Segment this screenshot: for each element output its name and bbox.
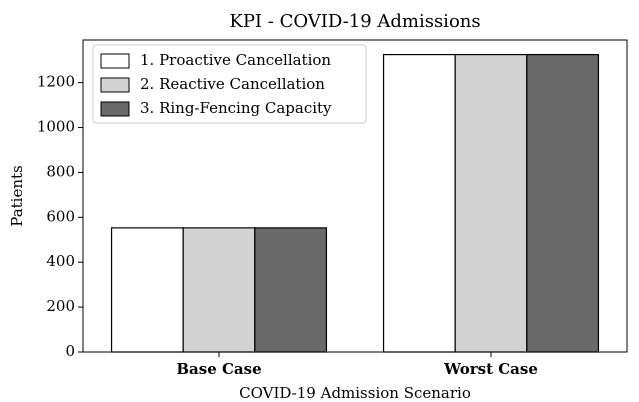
bar	[382, 53, 456, 353]
bar	[254, 227, 328, 353]
legend-label: 1. Proactive Cancellation	[140, 51, 331, 69]
y-tick-label: 400	[46, 252, 75, 270]
y-tick-label: 1200	[37, 73, 75, 91]
legend-swatch	[100, 77, 130, 93]
legend-swatch	[100, 53, 130, 69]
legend-swatch	[100, 101, 130, 117]
y-tick-label: 200	[46, 297, 75, 315]
bar	[110, 227, 184, 353]
legend-box	[92, 44, 367, 124]
x-tick-label: Base Case	[176, 360, 261, 378]
y-axis-label: Patients	[8, 165, 26, 226]
y-tick-label: 800	[46, 162, 75, 180]
plot-frame	[82, 39, 628, 353]
x-tick-label: Worst Case	[443, 360, 538, 378]
legend-label: 3. Ring-Fencing Capacity	[140, 99, 332, 117]
chart-title: KPI - COVID-19 Admissions	[229, 11, 480, 32]
y-tick-label: 600	[46, 207, 75, 225]
bar	[526, 53, 600, 353]
y-tick-label: 1000	[37, 118, 75, 136]
bar	[454, 53, 528, 353]
y-tick-label: 0	[65, 342, 75, 360]
legend-label: 2. Reactive Cancellation	[140, 75, 325, 93]
bar	[182, 227, 256, 353]
x-axis-label: COVID-19 Admission Scenario	[239, 384, 471, 402]
